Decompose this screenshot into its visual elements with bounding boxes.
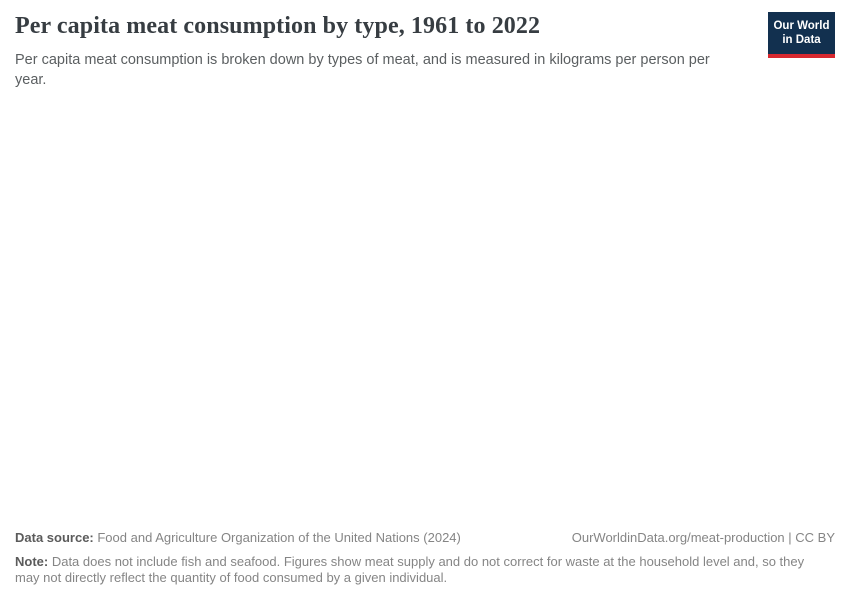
owid-logo-line2: in Data (782, 34, 821, 47)
chart-subtitle: Per capita meat consumption is broken do… (15, 51, 710, 88)
chart-footer: Data source: Food and Agriculture Organi… (15, 530, 835, 586)
data-source-line: Data source: Food and Agriculture Organi… (15, 530, 461, 547)
owid-citation-link[interactable]: OurWorldinData.org/meat-production | CC … (571, 529, 835, 545)
page-title: Per capita meat consumption by type, 196… (15, 13, 541, 39)
chart-plot-area-empty (15, 95, 835, 520)
note-text: Data does not include fish and seafood. … (15, 553, 805, 585)
chart-header: Per capita meat consumption by type, 196… (15, 12, 835, 90)
owid-logo[interactable]: Our World in Data (768, 12, 835, 58)
note-row: Note: Data does not include fish and sea… (15, 554, 815, 587)
owid-logo-line1: Our World (773, 20, 830, 32)
data-source-text: Food and Agriculture Organization of the… (93, 529, 461, 545)
note-label: Note: (15, 553, 49, 569)
data-source-label: Data source: (15, 529, 94, 545)
sources-row: Data source: Food and Agriculture Organi… (15, 530, 835, 547)
